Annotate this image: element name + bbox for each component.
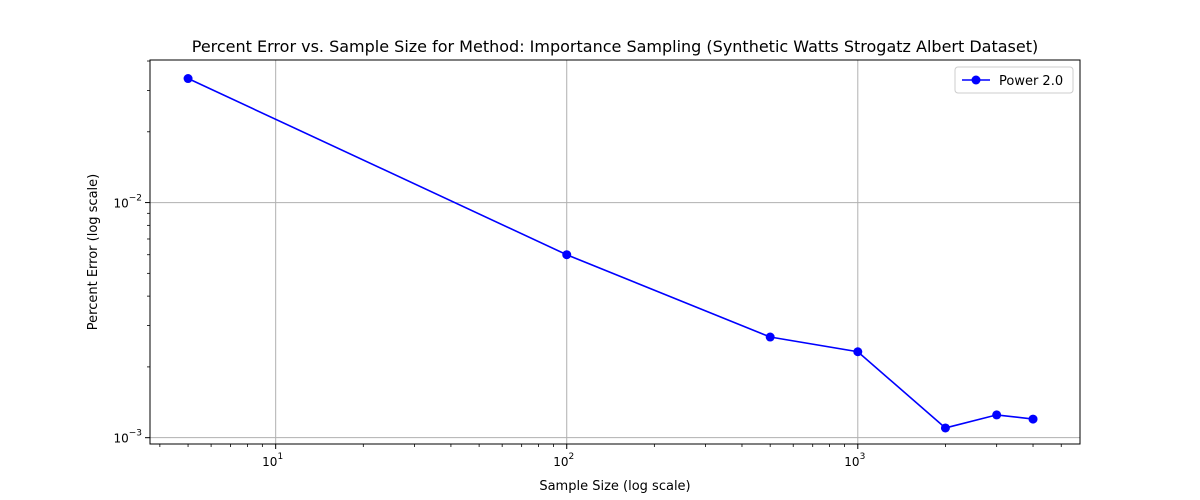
x-tick-label-base: 10 (262, 455, 277, 469)
legend: Power 2.0 (954, 66, 1074, 94)
x-tick-label-exponent: 1 (277, 452, 283, 462)
legend-label: Power 2.0 (999, 74, 1063, 89)
y-tick-label-exponent: −3 (129, 429, 142, 439)
series-group (183, 74, 1038, 433)
x-tick-label-exponent: 3 (860, 452, 866, 462)
data-point (853, 347, 863, 357)
y-tick-label: 10−3 (113, 429, 142, 446)
data-point (562, 250, 572, 260)
y-axis-label: Percent Error (log scale) (86, 174, 101, 330)
data-point (940, 423, 950, 433)
plot-area (149, 59, 1081, 445)
x-tick-label-base: 10 (553, 455, 568, 469)
x-axis-label: Sample Size (log scale) (539, 479, 690, 494)
x-tick-label: 101 (262, 452, 283, 469)
x-tick-label: 102 (553, 452, 574, 469)
y-tick-label-base: 10 (113, 432, 128, 446)
x-tick-label-base: 10 (844, 455, 859, 469)
data-point (183, 74, 193, 84)
legend-box (954, 66, 1074, 94)
legend-marker (971, 75, 981, 85)
data-point (992, 410, 1002, 420)
data-point (1028, 414, 1038, 424)
x-axis-ticks: 101 102 103 (159, 444, 1062, 469)
y-tick-label-base: 10 (113, 197, 128, 211)
grid (150, 60, 1080, 444)
axes-frame (149, 59, 1081, 445)
x-tick-label: 103 (844, 452, 865, 469)
data-point (765, 332, 775, 342)
x-tick-label-exponent: 2 (569, 452, 575, 462)
y-tick-label: 10−2 (113, 194, 142, 211)
y-tick-label-exponent: −2 (129, 194, 142, 204)
y-axis-ticks: 10−210−3 (113, 60, 150, 446)
chart-title: Percent Error vs. Sample Size for Method… (192, 37, 1039, 56)
series-line (187, 77, 1034, 429)
